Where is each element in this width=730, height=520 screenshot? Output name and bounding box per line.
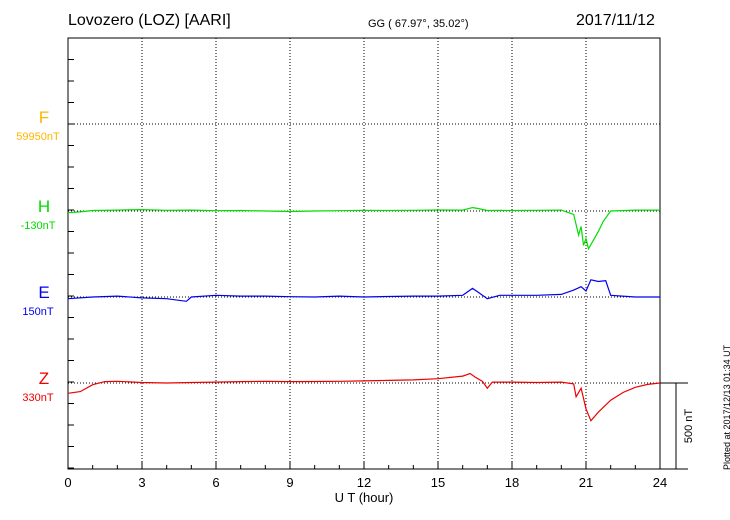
component-baseline-Z: 330nT xyxy=(22,392,53,404)
component-labels: F 59950nT H -130nT E 150nT Z 330nT xyxy=(16,108,60,404)
grid xyxy=(141,38,587,469)
trace-Z xyxy=(67,372,661,422)
scale-bar-label: 500 nT xyxy=(683,409,695,444)
component-baseline-E: 150nT xyxy=(22,306,53,318)
component-baseline-F: 59950nT xyxy=(16,131,60,143)
x-ticks: 0 3 6 9 12 15 18 21 24 xyxy=(64,461,667,490)
station-title: Lovozero (LOZ) [AARI] xyxy=(68,12,231,29)
x-tick-label-0: 0 xyxy=(64,475,71,490)
x-tick-label-3: 3 xyxy=(138,475,145,490)
component-letter-F: F xyxy=(39,108,49,127)
x-axis-label: U T (hour) xyxy=(335,490,394,505)
x-tick-label-9: 9 xyxy=(286,475,293,490)
x-tick-label-21: 21 xyxy=(579,475,593,490)
x-tick-label-15: 15 xyxy=(431,475,445,490)
traces xyxy=(67,206,661,422)
y-ticks xyxy=(68,37,74,469)
plot-date: 2017/11/12 xyxy=(576,12,655,29)
component-letter-Z: Z xyxy=(39,369,49,388)
x-tick-label-24: 24 xyxy=(653,475,667,490)
trace-H xyxy=(67,206,660,251)
trace-E xyxy=(67,279,660,302)
component-letter-E: E xyxy=(38,283,49,302)
x-tick-label-12: 12 xyxy=(357,475,371,490)
component-baseline-H: -130nT xyxy=(21,220,56,232)
x-tick-label-6: 6 xyxy=(212,475,219,490)
x-tick-label-18: 18 xyxy=(505,475,519,490)
scale-bar: 500 nT xyxy=(660,382,695,470)
geographic-coordinates: GG ( 67.97°, 35.02°) xyxy=(368,18,469,30)
component-letter-H: H xyxy=(38,197,50,216)
plotted-timestamp: Plotted at 2017/12/13 01:34 UT xyxy=(722,344,730,470)
